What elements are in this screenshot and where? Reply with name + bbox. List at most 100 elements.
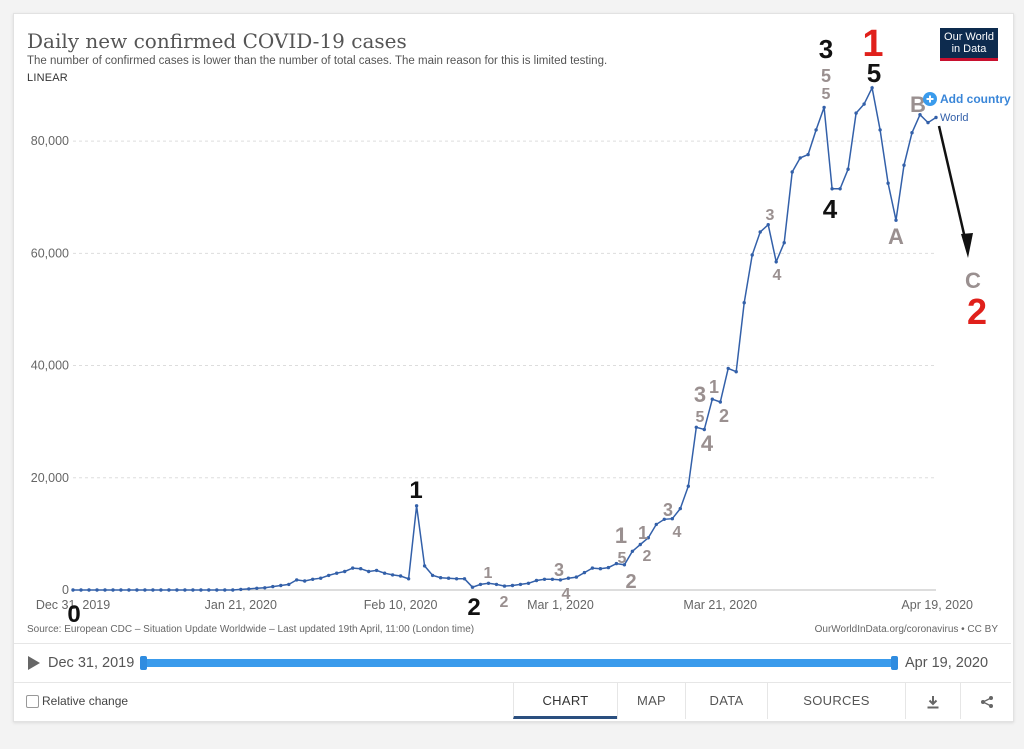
data-point — [678, 506, 682, 511]
download-button[interactable] — [905, 683, 960, 719]
data-point — [574, 575, 579, 579]
data-point — [686, 484, 690, 488]
data-point — [470, 585, 475, 589]
data-point — [295, 578, 299, 582]
wave-annotation: 3 — [663, 500, 673, 520]
x-tick-label: Mar 21, 2020 — [683, 598, 757, 612]
data-point — [798, 156, 802, 160]
data-point — [151, 588, 155, 592]
data-point — [606, 565, 611, 570]
timeline-end-date: Apr 19, 2020 — [905, 655, 989, 671]
wave-annotation: 2 — [719, 406, 729, 426]
relative-change-label[interactable]: Relative change — [42, 694, 129, 708]
divider — [14, 643, 1011, 644]
wave-annotation: 4 — [673, 524, 682, 541]
data-point — [934, 115, 938, 120]
owid-logo[interactable]: Our World in Data — [940, 28, 998, 61]
data-point — [510, 583, 515, 588]
wave-annotation: 2 — [967, 291, 987, 332]
data-point — [111, 588, 115, 592]
data-point — [534, 578, 539, 583]
data-point — [430, 573, 435, 578]
data-point — [758, 230, 762, 234]
data-point — [191, 588, 195, 592]
play-button[interactable] — [28, 656, 40, 670]
data-point — [646, 536, 650, 540]
data-point — [750, 253, 754, 257]
logo-line-2: in Data — [951, 43, 987, 55]
series-line — [73, 85, 937, 591]
source-url-link[interactable]: OurWorldInData.org/coronavirus • CC BY — [814, 624, 998, 635]
tab-sources[interactable]: SOURCES — [767, 683, 905, 719]
x-tick-label: Mar 1, 2020 — [527, 598, 594, 612]
wave-annotation: 2 — [625, 571, 636, 593]
timeline-start-handle[interactable] — [140, 656, 147, 670]
wave-annotation: 4 — [823, 194, 838, 224]
y-tick-label: 80,000 — [31, 134, 69, 148]
data-point — [135, 588, 139, 592]
x-axis-labels: Dec 31, 2019 Jan 21, 2020 Feb 10, 2020 Mar … — [36, 598, 973, 612]
data-point — [718, 400, 722, 404]
data-point — [662, 517, 666, 521]
data-point — [382, 571, 387, 575]
data-point — [263, 586, 267, 590]
data-point — [103, 588, 107, 592]
y-tick-label: 40,000 — [31, 359, 69, 373]
wave-annotation: B — [910, 92, 926, 117]
data-point — [830, 187, 834, 191]
data-point — [374, 568, 379, 573]
wave-annotation: 1 — [862, 23, 883, 65]
data-point — [462, 577, 467, 581]
legend-series-world[interactable]: World — [940, 112, 969, 124]
wave-annotation: C — [965, 268, 981, 293]
timeline-end-handle[interactable] — [891, 656, 898, 670]
data-point — [814, 128, 818, 132]
add-country-button[interactable]: Add country — [940, 92, 1011, 106]
data-point — [199, 588, 203, 592]
share-button[interactable] — [960, 683, 1012, 719]
wave-annotation: A — [888, 224, 904, 249]
data-point — [502, 584, 507, 588]
wave-annotation: 2 — [467, 594, 480, 621]
wave-annotation: 1 — [709, 377, 719, 397]
data-point — [614, 561, 619, 566]
trend-arrow — [937, 125, 973, 258]
tab-chart[interactable]: CHART — [513, 683, 617, 719]
data-point — [287, 582, 291, 587]
data-point — [862, 102, 866, 106]
x-tick-label: Jan 21, 2020 — [205, 598, 277, 612]
wave-annotation: 5 — [696, 409, 705, 426]
x-tick-label: Dec 31, 2019 — [36, 598, 110, 612]
data-point — [446, 576, 451, 580]
wave-annotation: 3 — [554, 560, 564, 580]
data-point — [95, 588, 99, 592]
data-point — [87, 588, 91, 592]
download-icon — [927, 695, 939, 709]
data-point — [79, 588, 83, 592]
data-point — [854, 111, 858, 115]
data-point — [271, 584, 275, 589]
y-tick-label: 60,000 — [31, 246, 69, 260]
data-point — [894, 218, 898, 222]
tab-data[interactable]: DATA — [685, 683, 767, 719]
relative-change-checkbox[interactable] — [26, 695, 39, 708]
data-point — [742, 301, 746, 305]
wave-annotation: 1 — [409, 477, 422, 504]
chart-card — [13, 13, 1014, 722]
data-point — [494, 582, 499, 587]
data-point — [367, 569, 371, 574]
data-point — [319, 576, 323, 580]
line-chart: 0 20,000 40,000 60,000 80,000 Dec 31, 2019 Ja… — [31, 23, 1011, 628]
tab-map[interactable]: MAP — [617, 683, 685, 719]
data-point — [311, 577, 315, 581]
wave-annotation: 4 — [773, 267, 782, 284]
data-point — [622, 563, 627, 567]
timeline-slider-track[interactable] — [143, 659, 895, 667]
scale-toggle[interactable]: LINEAR — [27, 72, 68, 84]
data-point — [167, 588, 171, 592]
data-point — [630, 549, 635, 553]
data-point — [702, 427, 706, 432]
wave-annotation: 0 — [67, 601, 80, 628]
data-point — [870, 86, 874, 90]
